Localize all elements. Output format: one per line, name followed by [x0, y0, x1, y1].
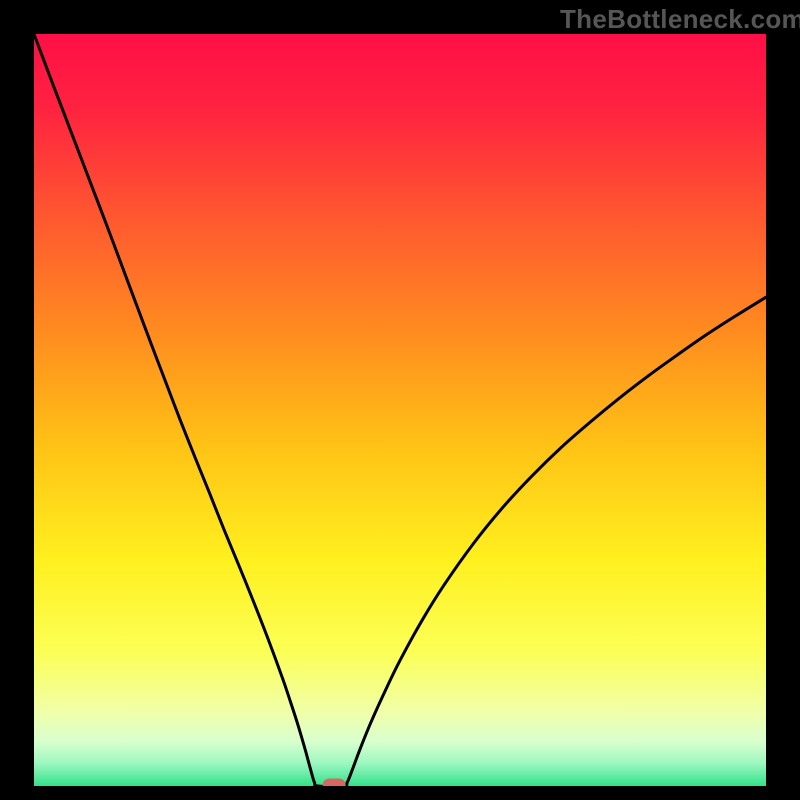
watermark-label: TheBottleneck.com — [560, 4, 800, 34]
optimum-marker — [323, 779, 345, 793]
chart-container: { "canvas": { "width": 800, "height": 80… — [0, 0, 800, 800]
plot-svg — [0, 0, 800, 800]
watermark-text: TheBottleneck.com — [560, 4, 800, 35]
gradient-background — [34, 34, 766, 786]
